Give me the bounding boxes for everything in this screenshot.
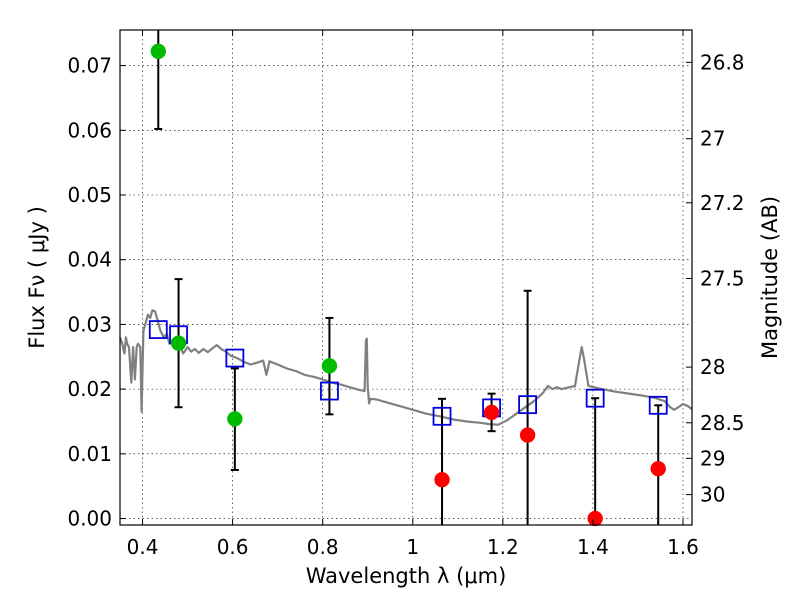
low-snr-point <box>650 460 666 477</box>
x-tick-label: 0.8 <box>307 535 339 559</box>
model-photometry-square <box>225 348 245 368</box>
y2-tick-label: 29 <box>700 446 725 470</box>
y2-tick-label: 30 <box>700 483 725 507</box>
y2-tick-label: 26.8 <box>700 50 745 74</box>
model-photometry-square <box>148 320 168 339</box>
y-tick-label: 0.02 <box>67 377 112 401</box>
y2-tick-label: 27.2 <box>700 191 745 215</box>
y-tick-label: 0.03 <box>67 312 112 336</box>
low-snr-point <box>587 510 603 527</box>
y-tick-label: 0.04 <box>67 248 112 272</box>
model-photometry-square <box>648 395 668 415</box>
detection-point <box>321 358 338 374</box>
plot-frame <box>119 29 693 526</box>
low-snr-point <box>483 404 500 421</box>
x-tick-label: 1.4 <box>577 535 609 559</box>
model-sed-curve <box>118 309 693 426</box>
x-tick-label: 1.6 <box>667 535 699 559</box>
x-tick-label: 1 <box>406 535 419 559</box>
low-snr-point <box>434 471 450 488</box>
y2-tick-label: 28.5 <box>700 411 745 435</box>
y-tick-label: 0.01 <box>67 442 112 466</box>
detection-point <box>170 335 187 351</box>
grid-lines <box>120 30 692 525</box>
y2-tick-label: 27.5 <box>700 266 745 290</box>
y-tick-label: 0.06 <box>67 118 112 142</box>
detection-point <box>227 411 243 427</box>
y-axis-label: Flux Fν ( μJy ) <box>25 206 49 349</box>
low-snr-point <box>519 427 536 443</box>
model-photometry-square <box>432 406 452 426</box>
observed-photometry-points <box>150 43 666 527</box>
model-photometry-square <box>585 388 605 408</box>
x-axis-label: Wavelength λ (μm) <box>306 564 507 588</box>
model-sed-line <box>118 309 693 426</box>
y-tick-label: 0.00 <box>67 507 112 531</box>
detection-point <box>150 43 167 60</box>
x-tick-label: 0.4 <box>127 535 159 559</box>
x-tick-label: 1.2 <box>487 535 519 559</box>
y2-axis-label: Magnitude (AB) <box>758 196 782 359</box>
y2-tick-label: 27 <box>700 127 725 151</box>
y-tick-label: 0.05 <box>67 183 112 207</box>
y2-tick-label: 28 <box>700 355 725 379</box>
axis-ticks: 0.4 0.6 0.8 1 1.2 1.4 1.6 0.00 0.01 0.02 0.03 0.04 0… <box>67 30 745 559</box>
y-tick-label: 0.07 <box>67 54 112 78</box>
model-photometry-square <box>518 395 538 415</box>
model-photometry-square <box>320 381 339 401</box>
x-tick-label: 0.6 <box>217 535 249 559</box>
